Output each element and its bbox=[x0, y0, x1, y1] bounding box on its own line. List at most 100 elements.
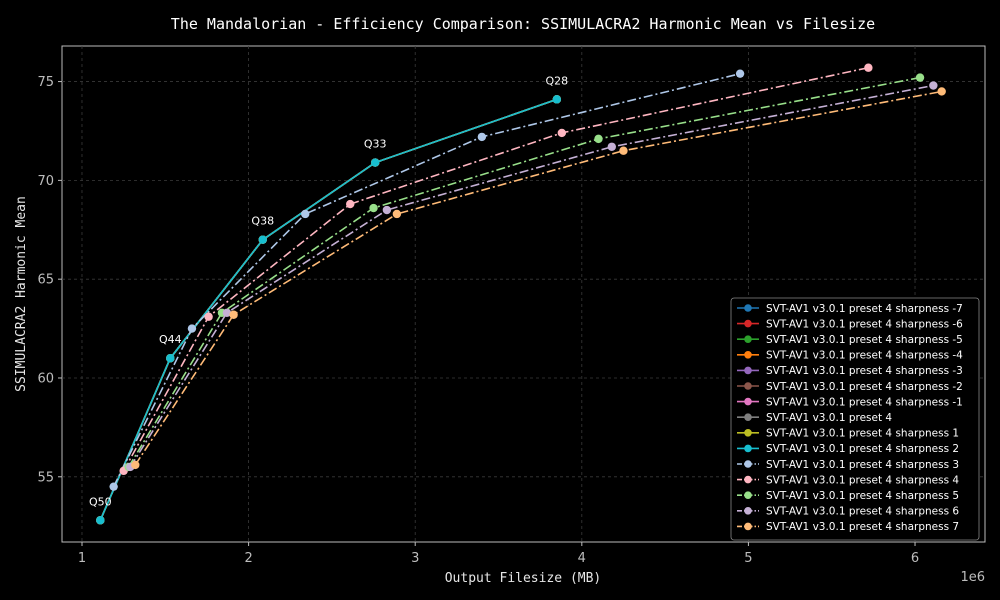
x-axis-offset-label: 1e6 bbox=[960, 570, 985, 585]
x-tick-label: 6 bbox=[911, 551, 919, 566]
legend-label: SVT-AV1 v3.0.1 preset 4 sharpness -7 bbox=[766, 303, 963, 315]
data-point bbox=[222, 308, 232, 317]
legend-marker bbox=[744, 319, 752, 328]
data-point bbox=[619, 146, 628, 155]
legend-entry: SVT-AV1 v3.0.1 preset 4 sharpness -3 bbox=[737, 365, 963, 377]
legend-entry: SVT-AV1 v3.0.1 preset 4 sharpness 1 bbox=[737, 428, 959, 440]
data-point bbox=[915, 73, 925, 82]
y-axis-label: SSIMULACRA2 Harmonic Mean bbox=[14, 196, 29, 392]
legend-label: SVT-AV1 v3.0.1 preset 4 sharpness 4 bbox=[766, 474, 959, 486]
data-point bbox=[131, 460, 140, 470]
data-point bbox=[937, 87, 946, 96]
data-point bbox=[594, 134, 603, 144]
y-tick-label: 65 bbox=[37, 273, 54, 288]
legend-marker bbox=[744, 351, 752, 359]
legend-label: SVT-AV1 v3.0.1 preset 4 sharpness 7 bbox=[766, 521, 959, 533]
legend-entry: SVT-AV1 v3.0.1 preset 4 bbox=[737, 412, 892, 424]
x-tick-label: 3 bbox=[411, 551, 419, 566]
legend-label: SVT-AV1 v3.0.1 preset 4 sharpness -2 bbox=[766, 381, 963, 393]
legend-entry: SVT-AV1 v3.0.1 preset 4 sharpness -1 bbox=[737, 396, 963, 408]
legend-entry: SVT-AV1 v3.0.1 preset 4 sharpness 6 bbox=[737, 506, 959, 518]
data-point bbox=[204, 312, 213, 321]
legend-label: SVT-AV1 v3.0.1 preset 4 sharpness 6 bbox=[766, 506, 959, 518]
data-point bbox=[477, 132, 487, 142]
y-tick-label: 55 bbox=[37, 470, 54, 485]
legend-label: SVT-AV1 v3.0.1 preset 4 sharpness 1 bbox=[766, 428, 959, 440]
x-tick-label: 2 bbox=[244, 551, 252, 566]
x-tick-label: 4 bbox=[578, 551, 586, 566]
data-point bbox=[382, 205, 392, 215]
data-point bbox=[607, 142, 617, 151]
series-lines bbox=[96, 63, 946, 525]
axis-ticks: 1 2 3 4 5 6 55 60 65 70 75 bbox=[37, 75, 919, 566]
quality-annotation: Q28 bbox=[545, 74, 568, 87]
quality-annotation: Q50 bbox=[89, 495, 112, 508]
data-point bbox=[557, 128, 567, 138]
data-point bbox=[301, 209, 310, 219]
data-point bbox=[187, 324, 197, 333]
legend-marker bbox=[744, 335, 752, 344]
legend-box bbox=[730, 297, 980, 541]
data-point bbox=[552, 95, 562, 104]
data-point bbox=[392, 209, 402, 219]
legend-entry: SVT-AV1 v3.0.1 preset 4 sharpness 3 bbox=[737, 459, 959, 471]
data-point bbox=[735, 69, 745, 78]
x-axis-label: Output Filesize (MB) bbox=[445, 571, 602, 586]
x-tick-label: 1 bbox=[78, 551, 86, 566]
legend-marker bbox=[744, 460, 752, 468]
legend-entry: SVT-AV1 v3.0.1 preset 4 sharpness 5 bbox=[737, 490, 959, 502]
series-line bbox=[122, 66, 869, 472]
legend-entry: SVT-AV1 v3.0.1 preset 4 sharpness 2 bbox=[737, 443, 959, 455]
data-point bbox=[371, 158, 380, 167]
legend-label: SVT-AV1 v3.0.1 preset 4 sharpness 5 bbox=[766, 490, 959, 502]
legend-marker bbox=[744, 382, 752, 390]
data-point bbox=[258, 235, 267, 244]
data-point bbox=[929, 81, 938, 90]
y-tick-label: 60 bbox=[37, 371, 54, 386]
x-tick-label: 5 bbox=[744, 551, 752, 566]
legend-marker bbox=[744, 429, 752, 437]
quality-annotation: Q33 bbox=[364, 138, 387, 151]
legend-label: SVT-AV1 v3.0.1 preset 4 sharpness -5 bbox=[766, 334, 963, 346]
data-point bbox=[166, 354, 175, 363]
y-tick-label: 70 bbox=[37, 174, 54, 189]
legend: SVT-AV1 v3.0.1 preset 4 sharpness -7 SVT-… bbox=[730, 297, 980, 541]
legend-entry: SVT-AV1 v3.0.1 preset 4 sharpness 4 bbox=[737, 474, 959, 486]
legend-marker bbox=[744, 444, 752, 453]
legend-label: SVT-AV1 v3.0.1 preset 4 sharpness -1 bbox=[766, 396, 963, 408]
legend-label: SVT-AV1 v3.0.1 preset 4 sharpness -6 bbox=[766, 318, 963, 330]
legend-label: SVT-AV1 v3.0.1 preset 4 sharpness 3 bbox=[766, 459, 959, 471]
series bbox=[126, 81, 938, 472]
legend-entry: SVT-AV1 v3.0.1 preset 4 sharpness -6 bbox=[737, 318, 963, 330]
series bbox=[131, 87, 946, 470]
quality-annotation: Q38 bbox=[251, 215, 274, 228]
legend-marker bbox=[744, 475, 752, 484]
data-point bbox=[229, 310, 238, 319]
data-point bbox=[109, 482, 118, 491]
legend-marker bbox=[744, 366, 752, 375]
legend-marker bbox=[744, 507, 752, 515]
series bbox=[109, 69, 745, 491]
data-point bbox=[346, 199, 355, 209]
data-point bbox=[369, 203, 378, 213]
legend-entry: SVT-AV1 v3.0.1 preset 4 sharpness -7 bbox=[737, 303, 963, 315]
legend-label: SVT-AV1 v3.0.1 preset 4 sharpness 2 bbox=[766, 443, 959, 455]
legend-label: SVT-AV1 v3.0.1 preset 4 sharpness -3 bbox=[766, 365, 963, 377]
legend-entry: SVT-AV1 v3.0.1 preset 4 sharpness 7 bbox=[737, 521, 959, 533]
legend-marker bbox=[744, 304, 752, 312]
chart-title: The Mandalorian - Efficiency Comparison:… bbox=[171, 15, 875, 33]
quality-annotation: Q44 bbox=[159, 333, 182, 346]
legend-marker bbox=[744, 413, 752, 422]
legend-marker bbox=[744, 491, 752, 500]
legend-entry: SVT-AV1 v3.0.1 preset 4 sharpness -4 bbox=[737, 350, 963, 362]
annotations: Q50 Q44 Q38 Q33 Q28 bbox=[89, 74, 568, 508]
series-line bbox=[112, 72, 741, 488]
legend-label: SVT-AV1 v3.0.1 preset 4 bbox=[766, 412, 892, 424]
series-line bbox=[129, 84, 934, 468]
data-point bbox=[864, 63, 873, 72]
legend-marker bbox=[744, 522, 752, 531]
series-line bbox=[134, 90, 942, 466]
legend-label: SVT-AV1 v3.0.1 preset 4 sharpness -4 bbox=[766, 350, 963, 362]
series bbox=[96, 95, 562, 525]
